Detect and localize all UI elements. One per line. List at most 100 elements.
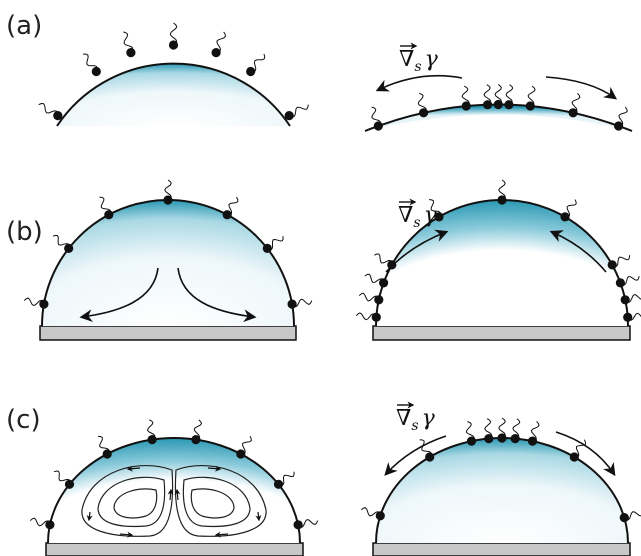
surfactant-tail [215,31,226,54]
surfactant-head [614,121,624,131]
surfactant-head [375,511,385,521]
surfactant-tail [82,53,98,72]
surfactant-tail [419,439,432,458]
surfactant-tail [38,102,59,116]
panel-label-a: (a) [6,11,42,41]
svg-text:∇sγ: ∇s γ [396,406,436,434]
panel-b-right-drop: ∇s γ [356,179,641,341]
nabla-symbol: ∇ [396,406,411,431]
surfactant-head [64,479,75,489]
surfactant-head [45,520,55,530]
panel-c-left-drop [29,419,319,556]
surfactant-tail [461,85,470,107]
surfactant-head [373,121,383,131]
surfactant-tail [356,312,377,321]
surfactant-head [147,435,157,445]
substrate [372,542,631,556]
surfactant-head [91,66,101,77]
surfactant-head [493,99,503,110]
surfactant-head [504,100,514,110]
surfactant-molecules [23,179,313,309]
surfactant-head [374,295,384,305]
surfactant-tail [620,275,640,286]
surfactant-molecules [371,84,628,131]
panel-c-right-drop: ∇s γ [361,401,641,556]
surfactant-tail [291,298,313,308]
surfactant-head [64,243,74,253]
surfactant-head [569,452,579,462]
svg-text:∇sγ: ∇s γ [399,47,439,75]
surfactant-molecules [29,419,319,530]
internal-flow-arrow-right [177,267,257,323]
surfactant-tail [484,418,493,439]
internal-flow-arrow-left [79,267,159,323]
convection-rolls [81,464,267,537]
surfactant-tail [611,255,631,267]
surfactant-head [560,212,570,222]
surfactant-head [222,210,232,220]
convection-arrows [86,465,262,538]
surfactant-tail [618,106,628,127]
surfactant-head [284,111,294,121]
nabla-symbol: ∇ [399,47,414,72]
gamma-symbol: γ [424,203,438,228]
surfactant-head [39,299,49,309]
gamma-symbol: γ [425,47,439,72]
flow-arrow-right [549,230,607,273]
substrate [39,325,297,341]
surfactant-head [484,434,494,444]
flow-arrow-right [555,431,616,477]
surfactant-head [379,278,389,288]
surfactant-tail [278,471,295,486]
surfactant-head [262,243,272,253]
surfactant-tail [571,92,581,114]
svg-text:∇sγ: ∇s γ [398,203,438,231]
subscript-s: s [414,59,421,75]
surfactant-tail [624,294,641,303]
surfactant-head [623,312,633,322]
surfactant-head [619,513,629,523]
surfactant-head [211,48,221,58]
subscript-s: s [411,418,418,434]
surfactant-head [483,100,493,110]
surfactant-tail [29,517,51,527]
surfactant-head [527,436,538,446]
surfactant-tail [169,22,178,46]
flow-arrow-left [385,229,449,273]
surfactant-head [434,212,444,222]
surfactant-tail [505,84,514,106]
surfactant-head [497,433,507,443]
surfactant-tail [428,199,441,218]
surfactant-head [466,436,477,446]
surfactant-head [273,479,284,489]
panel-b-left-drop [23,179,313,341]
surfactant-tail [97,435,109,455]
surfactant-tail [512,418,521,440]
surfactant-head [236,449,246,459]
nabla-symbol: ∇ [398,203,413,228]
surfactant-tail [465,421,475,442]
surfactant-head [163,195,173,205]
surfactant-head [419,108,429,118]
surfactant-tail [371,106,381,127]
surface-gradient-label: ∇s γ [398,198,438,231]
surfactant-head [615,278,626,288]
substrate [372,325,631,341]
panel-label-c: (c) [6,405,41,435]
surfactant-head [607,260,617,270]
surfactant-tail [530,421,540,442]
surfactant-head [568,108,578,118]
surfactant-tail [146,419,156,440]
surfactant-tail [250,53,266,72]
surfactant-head [53,111,63,121]
surfactant-molecules [356,179,641,322]
surfactant-tail [527,85,536,107]
surfactant-tail [289,104,309,118]
surfactant-head [620,295,630,305]
flow-arrow-right [545,76,618,100]
surfactant-tail [483,84,492,106]
flow-arrow-left [375,74,463,92]
surfactant-tail [267,236,284,250]
surfactant-head [497,195,507,205]
subscript-s: s [413,215,420,231]
